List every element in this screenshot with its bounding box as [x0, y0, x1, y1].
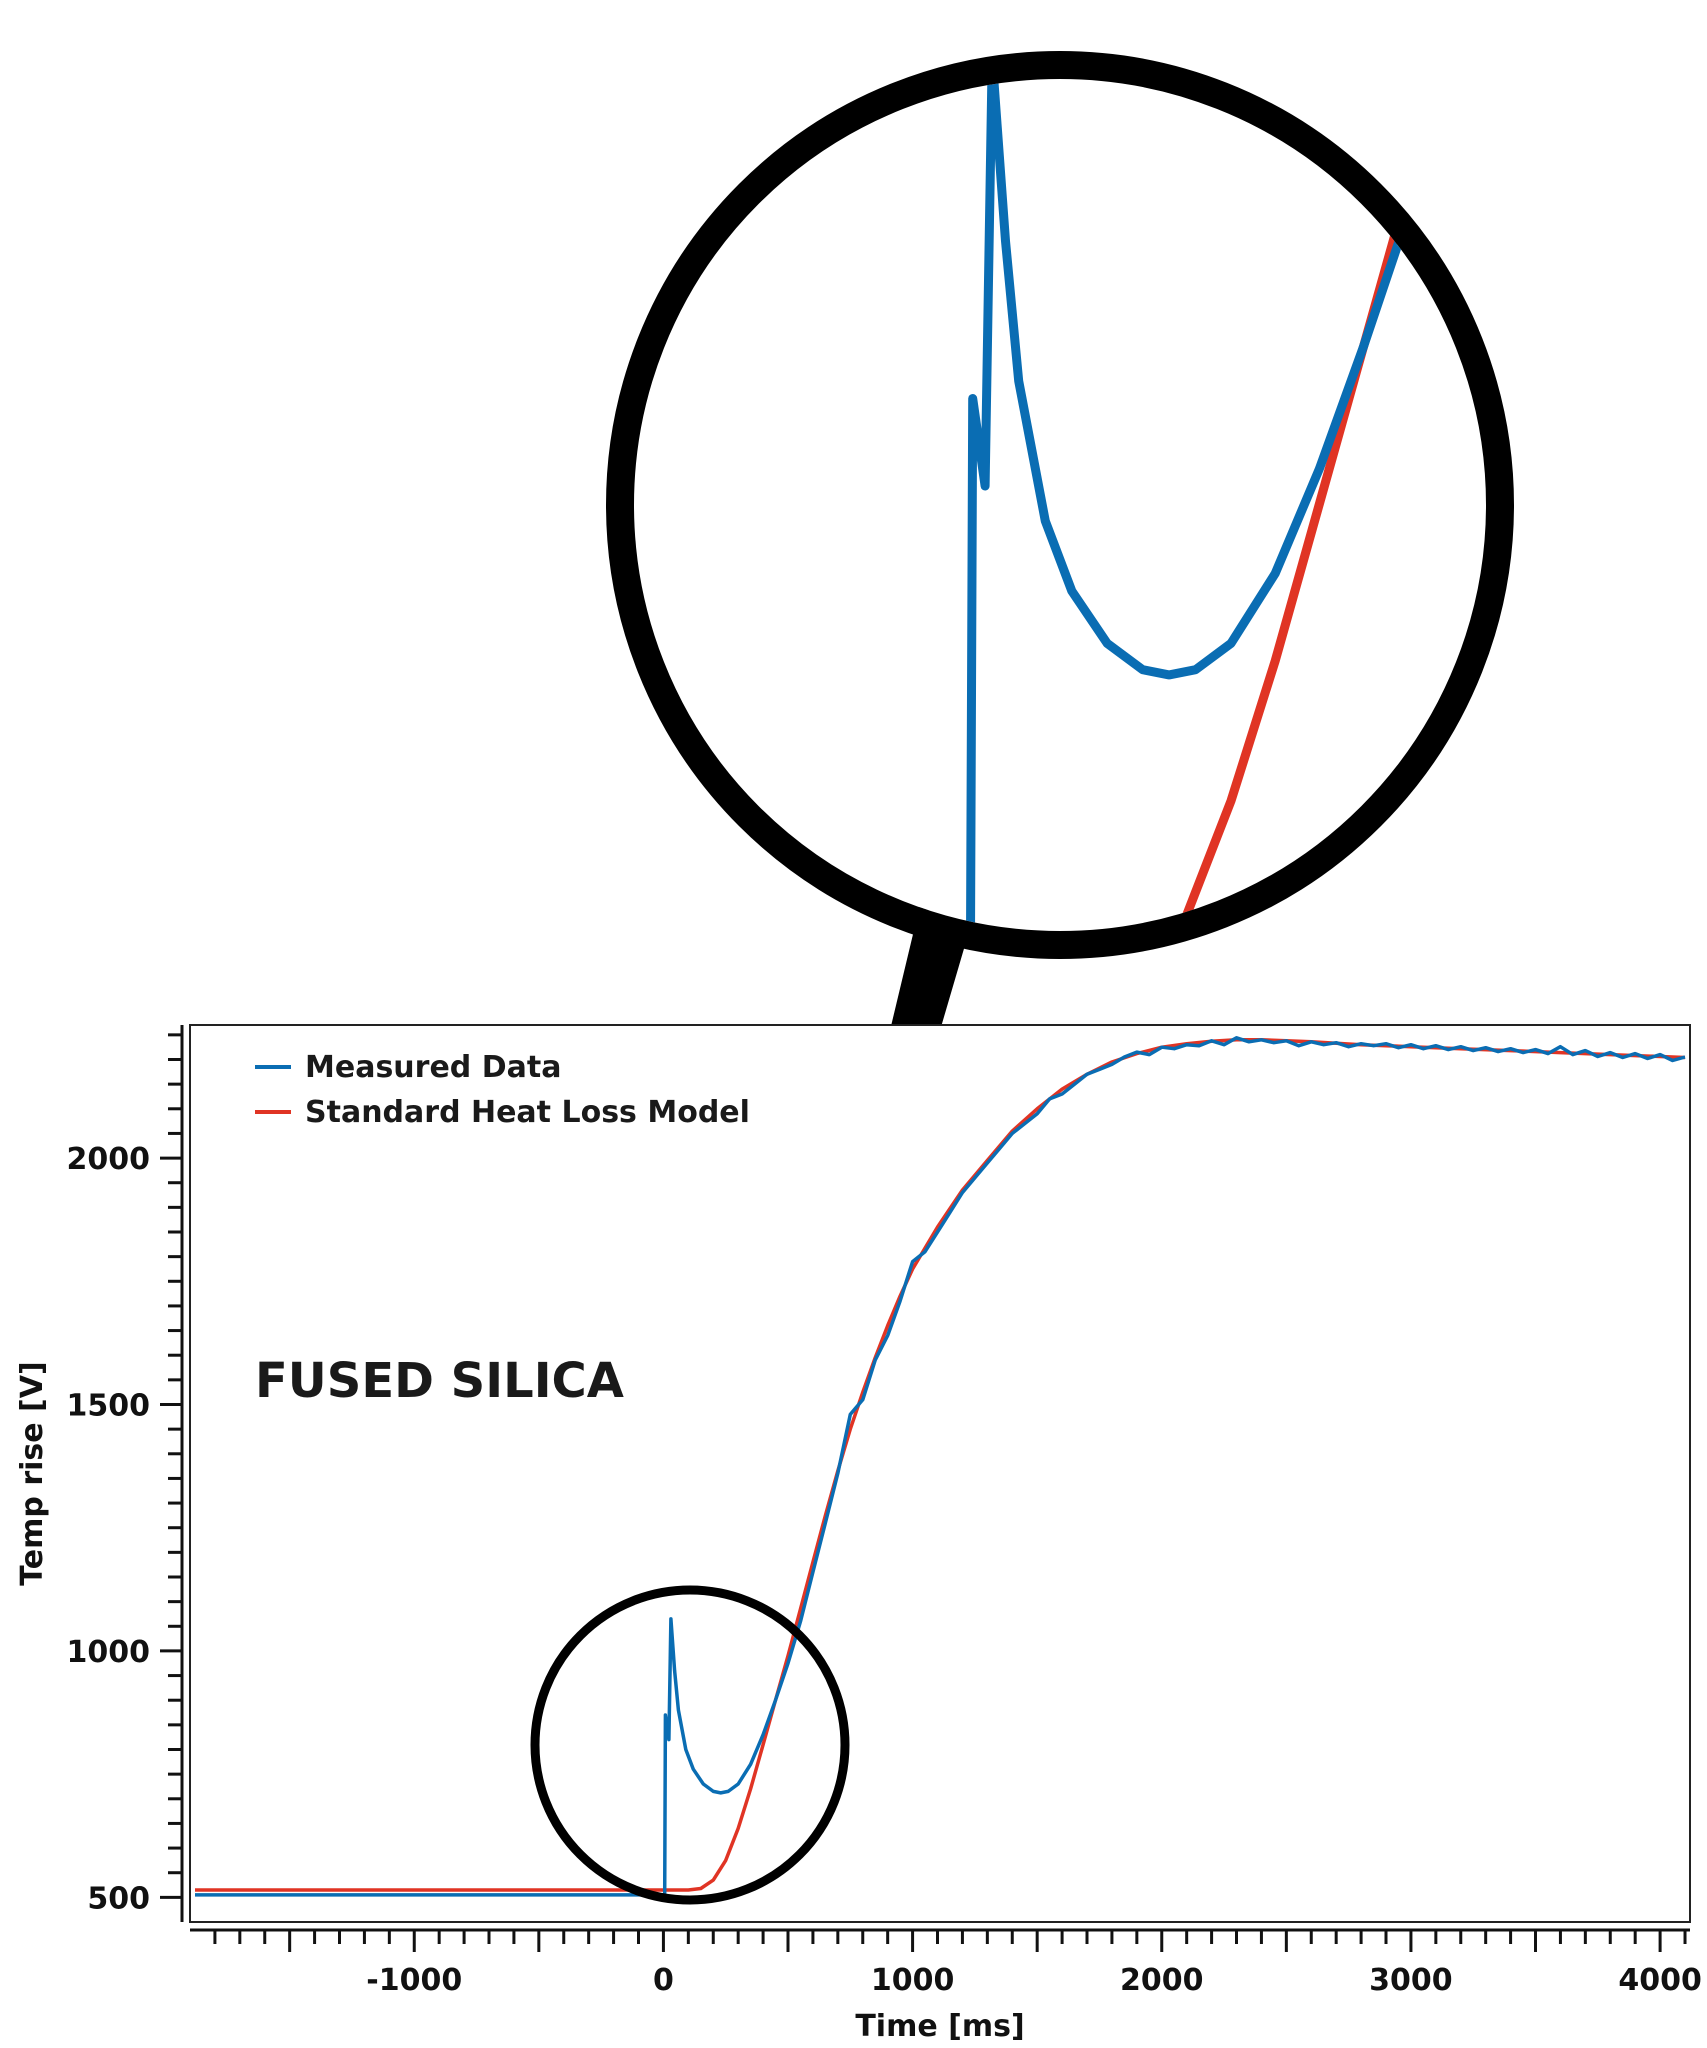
x-axis: -1000 0 1000 2000 3000 4000 [190, 1928, 1702, 1998]
x-tick-label: 3000 [1369, 1963, 1453, 1998]
x-tick-label: 0 [653, 1963, 674, 1998]
legend-label-measured-data: Measured Data [305, 1050, 561, 1085]
x-tick-label: 4000 [1618, 1963, 1702, 1998]
inset-background [634, 79, 1486, 931]
magnifier-ring [606, 51, 1514, 959]
y-tick-label: 1500 [67, 1389, 151, 1424]
plot-area [195, 1036, 1686, 1897]
inset-series-line-measured-data [965, 79, 1457, 931]
legend: Measured Data Standard Heat Loss Model [255, 1050, 750, 1130]
x-axis-title: Time [ms] [855, 2009, 1024, 2044]
y-tick-label: 2000 [67, 1142, 151, 1177]
y-axis-title: Temp rise [V] [15, 1361, 50, 1585]
y-tick-label: 500 [87, 1881, 150, 1916]
series-line-measured-data [195, 1036, 1686, 1897]
y-axis: 500 1000 1500 2000 [67, 1025, 184, 1922]
material-annotation: FUSED SILICA [255, 1353, 624, 1409]
magnified-inset [606, 51, 1514, 959]
zoom-region-circle [530, 1585, 850, 1905]
plot-frame [189, 1024, 1691, 1923]
legend-label-standard-heat-loss-model: Standard Heat Loss Model [305, 1095, 750, 1130]
x-tick-label: 1000 [871, 1963, 955, 1998]
x-tick-label: -1000 [366, 1963, 462, 1998]
y-tick-label: 1000 [67, 1635, 151, 1670]
x-tick-label: 2000 [1120, 1963, 1204, 1998]
